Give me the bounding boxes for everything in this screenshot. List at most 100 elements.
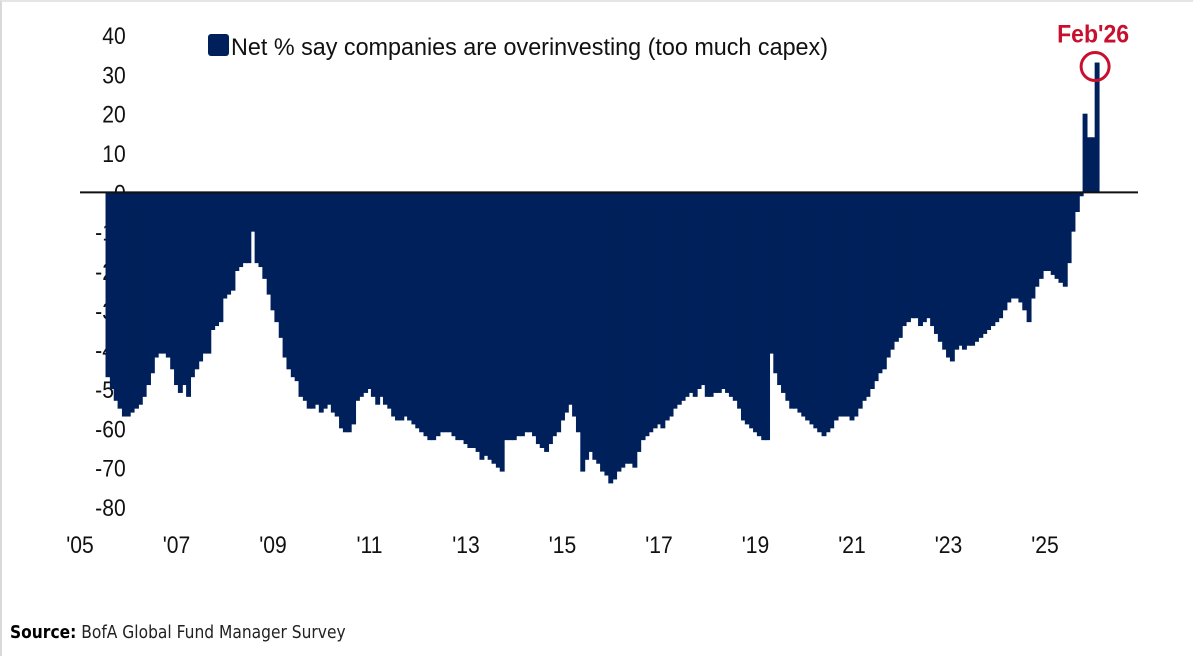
bar bbox=[479, 192, 485, 460]
bar bbox=[990, 192, 996, 327]
bar bbox=[793, 192, 799, 409]
bar bbox=[572, 192, 578, 417]
bar bbox=[339, 192, 344, 429]
bar bbox=[652, 192, 658, 429]
bar bbox=[117, 192, 123, 409]
bar bbox=[833, 192, 839, 421]
bar bbox=[937, 192, 943, 342]
bar bbox=[761, 192, 767, 441]
y-tick-label: 20 bbox=[102, 101, 125, 128]
bar bbox=[487, 192, 493, 460]
bar bbox=[632, 192, 638, 468]
bar bbox=[753, 192, 758, 433]
bar bbox=[149, 192, 155, 374]
annotation-circle-icon bbox=[1079, 51, 1111, 83]
bar bbox=[805, 192, 811, 421]
bar bbox=[214, 192, 220, 327]
bar bbox=[282, 192, 288, 358]
y-tick-label: -70 bbox=[95, 455, 126, 482]
bar bbox=[568, 192, 574, 405]
bar bbox=[443, 192, 449, 433]
bar bbox=[322, 192, 328, 409]
bar bbox=[258, 192, 264, 268]
bar bbox=[379, 192, 385, 397]
bar bbox=[966, 192, 972, 346]
bar bbox=[318, 192, 324, 413]
bar bbox=[821, 192, 827, 437]
bar bbox=[768, 192, 774, 354]
bar bbox=[644, 192, 650, 437]
bar bbox=[584, 192, 590, 460]
bar bbox=[503, 192, 509, 441]
bar bbox=[326, 192, 332, 405]
bar bbox=[660, 192, 666, 429]
bar bbox=[765, 192, 771, 441]
bar bbox=[942, 192, 948, 350]
x-tick-label: '09 bbox=[259, 532, 287, 559]
bar bbox=[1058, 192, 1064, 283]
bar bbox=[1006, 192, 1012, 303]
bar bbox=[636, 192, 642, 452]
annotation-label: Feb'26 bbox=[1057, 21, 1129, 49]
bar bbox=[539, 192, 545, 448]
bar bbox=[519, 192, 525, 437]
bar bbox=[889, 192, 895, 350]
y-tick-label: 30 bbox=[102, 62, 125, 89]
bar bbox=[596, 192, 602, 464]
bar bbox=[495, 192, 501, 468]
bar bbox=[829, 192, 835, 429]
bar bbox=[270, 192, 276, 311]
bar bbox=[704, 192, 710, 397]
bar bbox=[423, 192, 429, 437]
bar bbox=[182, 192, 188, 386]
bar bbox=[234, 192, 240, 271]
bar bbox=[749, 192, 755, 429]
bar bbox=[294, 192, 300, 382]
bar bbox=[913, 192, 919, 319]
bar bbox=[447, 192, 453, 433]
bar bbox=[262, 192, 268, 279]
bar bbox=[254, 192, 260, 264]
bar bbox=[133, 192, 139, 409]
bar bbox=[708, 192, 714, 397]
bar bbox=[391, 192, 397, 417]
bar bbox=[286, 192, 292, 370]
bar bbox=[105, 192, 111, 378]
bar bbox=[680, 192, 686, 401]
bar bbox=[189, 192, 195, 378]
bar bbox=[290, 192, 296, 378]
bar bbox=[403, 192, 409, 417]
source-note: Source: BofA Global Fund Manager Survey bbox=[10, 622, 346, 643]
bar bbox=[435, 192, 441, 437]
bar bbox=[845, 192, 851, 417]
y-tick-label: 10 bbox=[102, 141, 125, 168]
bar bbox=[628, 192, 634, 464]
bar bbox=[427, 192, 433, 441]
bar bbox=[158, 192, 164, 354]
bar bbox=[817, 192, 823, 433]
bar bbox=[109, 192, 115, 389]
bar bbox=[1042, 192, 1048, 271]
bar bbox=[648, 192, 654, 433]
bar bbox=[161, 192, 167, 354]
bar bbox=[475, 192, 481, 452]
bar bbox=[1078, 192, 1084, 197]
bar bbox=[1002, 192, 1008, 311]
bar bbox=[395, 192, 400, 421]
bar bbox=[740, 192, 746, 421]
bar bbox=[676, 192, 682, 405]
bar bbox=[837, 192, 843, 417]
bar bbox=[954, 192, 960, 350]
bar bbox=[346, 192, 352, 433]
bar bbox=[354, 192, 360, 401]
bar bbox=[785, 192, 791, 401]
bar bbox=[656, 192, 662, 425]
bar bbox=[511, 192, 517, 441]
bar bbox=[849, 192, 855, 421]
bar bbox=[431, 192, 437, 441]
bar bbox=[1070, 192, 1076, 232]
x-tick-label: '25 bbox=[1031, 532, 1059, 559]
bar bbox=[732, 192, 738, 401]
bar bbox=[491, 192, 497, 464]
